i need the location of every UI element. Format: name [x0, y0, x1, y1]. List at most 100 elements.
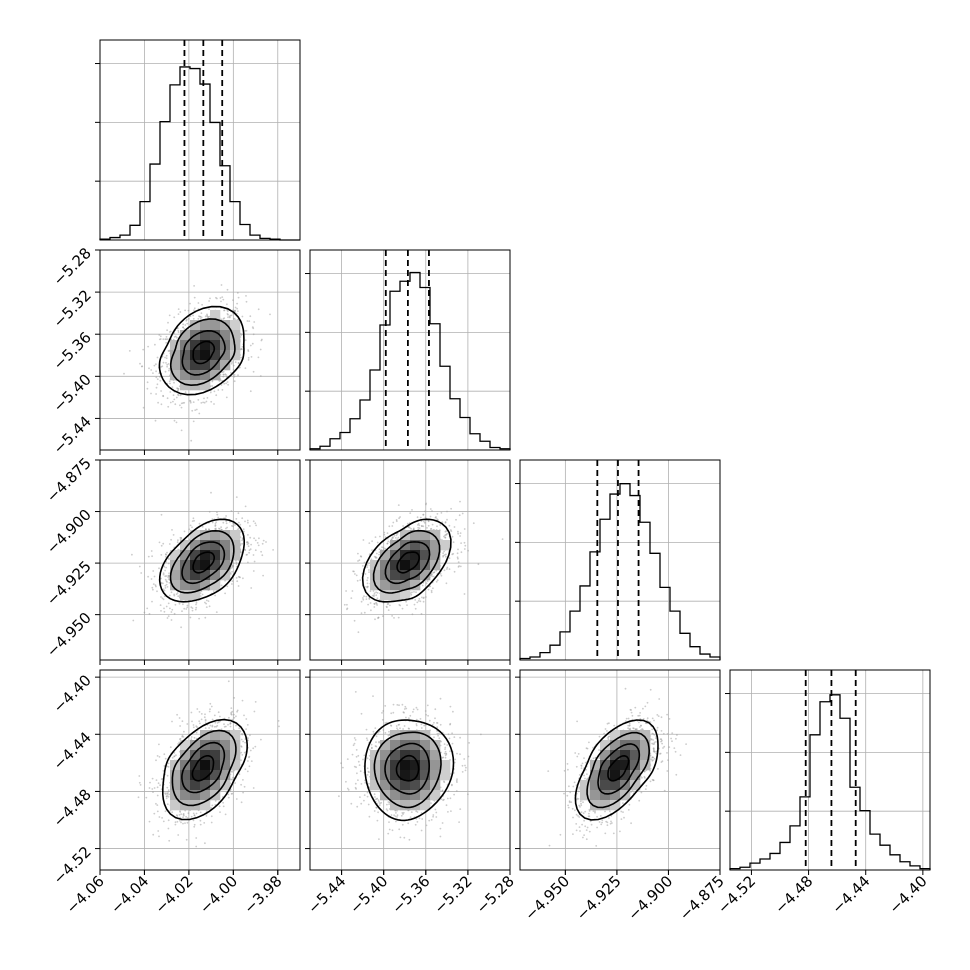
density-cell — [630, 750, 641, 761]
pair-frame-1-2 — [309, 459, 511, 661]
sample-point — [204, 616, 207, 619]
sample-point — [445, 752, 448, 755]
sample-point — [427, 588, 430, 591]
sample-point — [448, 557, 451, 560]
sample-point — [163, 607, 165, 610]
sample-point — [210, 821, 213, 824]
sample-point — [209, 702, 212, 705]
xtick-label-p0: −4.02 — [151, 872, 196, 917]
sample-point — [653, 719, 655, 722]
sample-point — [375, 591, 377, 594]
sample-point — [167, 790, 170, 793]
sample-point — [588, 830, 591, 833]
sample-point — [362, 597, 364, 599]
sample-point — [637, 714, 640, 717]
density-cell — [180, 370, 191, 381]
sample-point — [638, 799, 641, 802]
sample-point — [392, 711, 395, 714]
sample-point — [148, 820, 151, 823]
density-cell — [610, 780, 621, 791]
sample-point — [146, 607, 149, 610]
sample-point — [205, 599, 208, 602]
sample-point — [227, 793, 230, 796]
sample-point — [222, 805, 225, 808]
density-cell — [380, 590, 391, 601]
density-cell — [620, 760, 631, 771]
sample-point — [242, 791, 245, 794]
sample-point — [366, 564, 369, 566]
sample-point — [640, 791, 643, 794]
sample-point — [357, 779, 359, 781]
sample-point — [245, 329, 248, 332]
sample-point — [191, 720, 193, 723]
sample-point — [193, 296, 196, 299]
density-cell — [210, 350, 221, 361]
sample-point — [423, 520, 425, 523]
sample-point — [563, 769, 566, 772]
sample-point — [577, 790, 580, 793]
sample-point — [351, 590, 354, 592]
sample-point — [389, 604, 391, 607]
sample-point — [619, 830, 621, 833]
sample-point — [211, 725, 214, 728]
sample-point — [223, 309, 226, 312]
xtick-label-p3: −4.44 — [828, 872, 873, 917]
sample-point — [666, 713, 668, 716]
sample-point — [632, 727, 634, 730]
sample-point — [204, 713, 206, 716]
sample-point — [165, 354, 168, 357]
sample-point — [604, 810, 606, 813]
sample-point — [254, 549, 257, 552]
density-cell — [190, 360, 201, 371]
sample-point — [168, 594, 171, 597]
sample-point — [192, 517, 195, 520]
sample-point — [211, 518, 214, 521]
sample-point — [657, 715, 660, 717]
sample-point — [418, 527, 421, 529]
sample-point — [172, 394, 175, 397]
sample-point — [571, 807, 574, 810]
sample-point — [148, 787, 151, 789]
sample-point — [249, 536, 252, 539]
sample-point — [343, 603, 346, 606]
sample-point — [147, 575, 150, 578]
sample-point — [235, 577, 238, 579]
sample-point — [156, 378, 159, 381]
density-cell — [390, 550, 401, 561]
sample-point — [171, 529, 173, 531]
sample-point — [588, 812, 590, 815]
sample-point — [451, 732, 453, 735]
sample-point — [431, 575, 433, 578]
sample-point — [578, 826, 581, 828]
sample-point — [249, 315, 252, 318]
sample-point — [207, 315, 210, 318]
density-cell — [200, 350, 211, 361]
sample-point — [464, 769, 467, 772]
sample-point — [598, 821, 601, 823]
sample-point — [184, 324, 187, 326]
xtick-label-p2: −4.900 — [624, 872, 676, 924]
sample-point — [363, 595, 365, 598]
pair-inner-1-2 — [310, 460, 510, 660]
sample-point — [248, 551, 251, 554]
sample-point — [188, 528, 191, 531]
sample-point — [374, 796, 376, 798]
sample-point — [436, 525, 438, 528]
density-cell — [430, 750, 441, 761]
density-cell — [400, 800, 411, 811]
sample-point — [223, 382, 226, 385]
sample-point — [247, 542, 250, 545]
sample-point — [662, 732, 665, 735]
density-cell — [230, 550, 241, 561]
sample-point — [627, 717, 630, 720]
sample-point — [166, 617, 169, 619]
density-cell — [610, 750, 621, 761]
sample-point — [643, 770, 646, 773]
sample-point — [409, 512, 412, 514]
sample-point — [580, 764, 583, 767]
sample-point — [162, 598, 165, 601]
sample-point — [231, 580, 234, 583]
sample-point — [448, 524, 451, 527]
sample-point — [459, 535, 461, 537]
sample-point — [254, 701, 257, 703]
